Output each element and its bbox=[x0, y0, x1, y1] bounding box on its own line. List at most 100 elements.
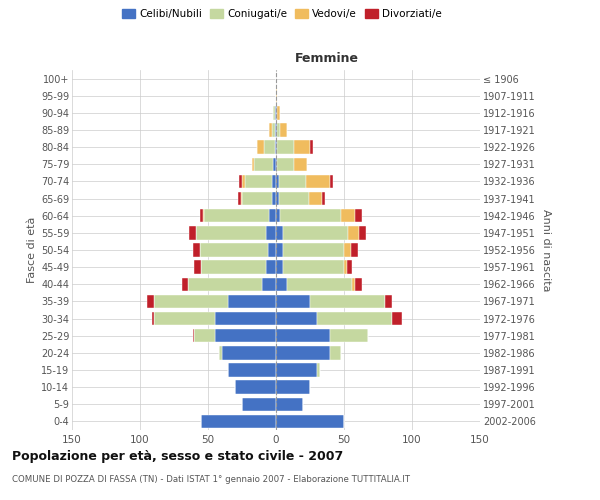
Bar bbox=[276, 329, 331, 342]
Bar bbox=[352, 278, 355, 291]
Bar bbox=[310, 140, 313, 154]
Bar bbox=[188, 278, 262, 291]
Bar bbox=[257, 140, 264, 154]
Bar bbox=[242, 192, 272, 205]
Bar bbox=[277, 158, 293, 171]
Bar bbox=[251, 158, 254, 171]
Bar bbox=[147, 294, 154, 308]
Bar bbox=[279, 192, 308, 205]
Bar bbox=[331, 174, 333, 188]
Bar bbox=[348, 226, 359, 239]
Bar bbox=[347, 260, 352, 274]
Bar bbox=[276, 294, 310, 308]
Bar bbox=[287, 278, 352, 291]
Bar bbox=[254, 158, 273, 171]
Bar bbox=[241, 192, 242, 205]
Bar bbox=[201, 414, 276, 428]
Bar bbox=[276, 174, 279, 188]
Bar bbox=[276, 192, 279, 205]
Bar bbox=[194, 260, 201, 274]
Bar bbox=[283, 244, 344, 256]
Bar bbox=[293, 140, 310, 154]
Bar bbox=[276, 124, 277, 136]
Text: Femmine: Femmine bbox=[295, 52, 359, 64]
Bar bbox=[359, 226, 366, 239]
Bar bbox=[277, 124, 280, 136]
Bar bbox=[277, 140, 293, 154]
Bar bbox=[276, 364, 317, 376]
Bar bbox=[242, 398, 276, 411]
Bar bbox=[276, 278, 287, 291]
Bar bbox=[266, 226, 276, 239]
Bar bbox=[310, 294, 385, 308]
Bar bbox=[262, 278, 276, 291]
Bar bbox=[276, 106, 277, 120]
Bar bbox=[276, 414, 344, 428]
Bar bbox=[269, 209, 276, 222]
Bar bbox=[229, 364, 276, 376]
Y-axis label: Anni di nascita: Anni di nascita bbox=[541, 209, 551, 291]
Bar bbox=[317, 364, 320, 376]
Bar bbox=[293, 158, 307, 171]
Bar bbox=[392, 312, 403, 326]
Bar bbox=[272, 124, 275, 136]
Text: COMUNE DI POZZA DI FASSA (TN) - Dati ISTAT 1° gennaio 2007 - Elaborazione TUTTIT: COMUNE DI POZZA DI FASSA (TN) - Dati IST… bbox=[12, 475, 410, 484]
Bar bbox=[355, 278, 362, 291]
Bar bbox=[276, 209, 280, 222]
Bar bbox=[266, 260, 276, 274]
Bar bbox=[182, 278, 188, 291]
Legend: Celibi/Nubili, Coniugati/e, Vedovi/e, Divorziati/e: Celibi/Nubili, Coniugati/e, Vedovi/e, Di… bbox=[118, 5, 446, 24]
Bar bbox=[331, 346, 341, 360]
Bar bbox=[322, 192, 325, 205]
Bar bbox=[193, 329, 194, 342]
Bar bbox=[276, 398, 303, 411]
Bar bbox=[268, 244, 276, 256]
Bar bbox=[276, 346, 331, 360]
Bar bbox=[355, 209, 362, 222]
Bar bbox=[276, 380, 310, 394]
Bar bbox=[215, 329, 276, 342]
Bar bbox=[193, 244, 200, 256]
Bar bbox=[152, 312, 154, 326]
Bar bbox=[264, 140, 275, 154]
Bar bbox=[276, 158, 277, 171]
Bar bbox=[238, 192, 241, 205]
Bar bbox=[276, 260, 283, 274]
Bar bbox=[196, 226, 266, 239]
Bar bbox=[242, 174, 245, 188]
Text: Popolazione per età, sesso e stato civile - 2007: Popolazione per età, sesso e stato civil… bbox=[12, 450, 343, 463]
Bar bbox=[283, 260, 344, 274]
Bar bbox=[276, 244, 283, 256]
Bar bbox=[154, 294, 229, 308]
Bar bbox=[280, 124, 287, 136]
Bar bbox=[276, 89, 277, 102]
Bar bbox=[201, 260, 266, 274]
Bar bbox=[235, 380, 276, 394]
Bar bbox=[275, 106, 276, 120]
Bar bbox=[351, 244, 358, 256]
Bar bbox=[203, 209, 204, 222]
Bar bbox=[272, 174, 276, 188]
Bar bbox=[341, 209, 355, 222]
Bar bbox=[275, 124, 276, 136]
Bar bbox=[385, 294, 392, 308]
Bar bbox=[154, 312, 215, 326]
Bar bbox=[306, 174, 331, 188]
Bar bbox=[200, 244, 268, 256]
Bar bbox=[272, 192, 276, 205]
Bar bbox=[279, 174, 306, 188]
Bar bbox=[317, 312, 392, 326]
Bar bbox=[276, 226, 283, 239]
Bar bbox=[219, 346, 221, 360]
Bar bbox=[308, 192, 322, 205]
Bar bbox=[194, 329, 215, 342]
Bar bbox=[204, 209, 269, 222]
Bar bbox=[273, 158, 276, 171]
Bar bbox=[283, 226, 348, 239]
Bar bbox=[276, 140, 277, 154]
Bar bbox=[276, 312, 317, 326]
Bar bbox=[221, 346, 276, 360]
Bar bbox=[273, 106, 275, 120]
Bar bbox=[275, 140, 276, 154]
Bar bbox=[239, 174, 242, 188]
